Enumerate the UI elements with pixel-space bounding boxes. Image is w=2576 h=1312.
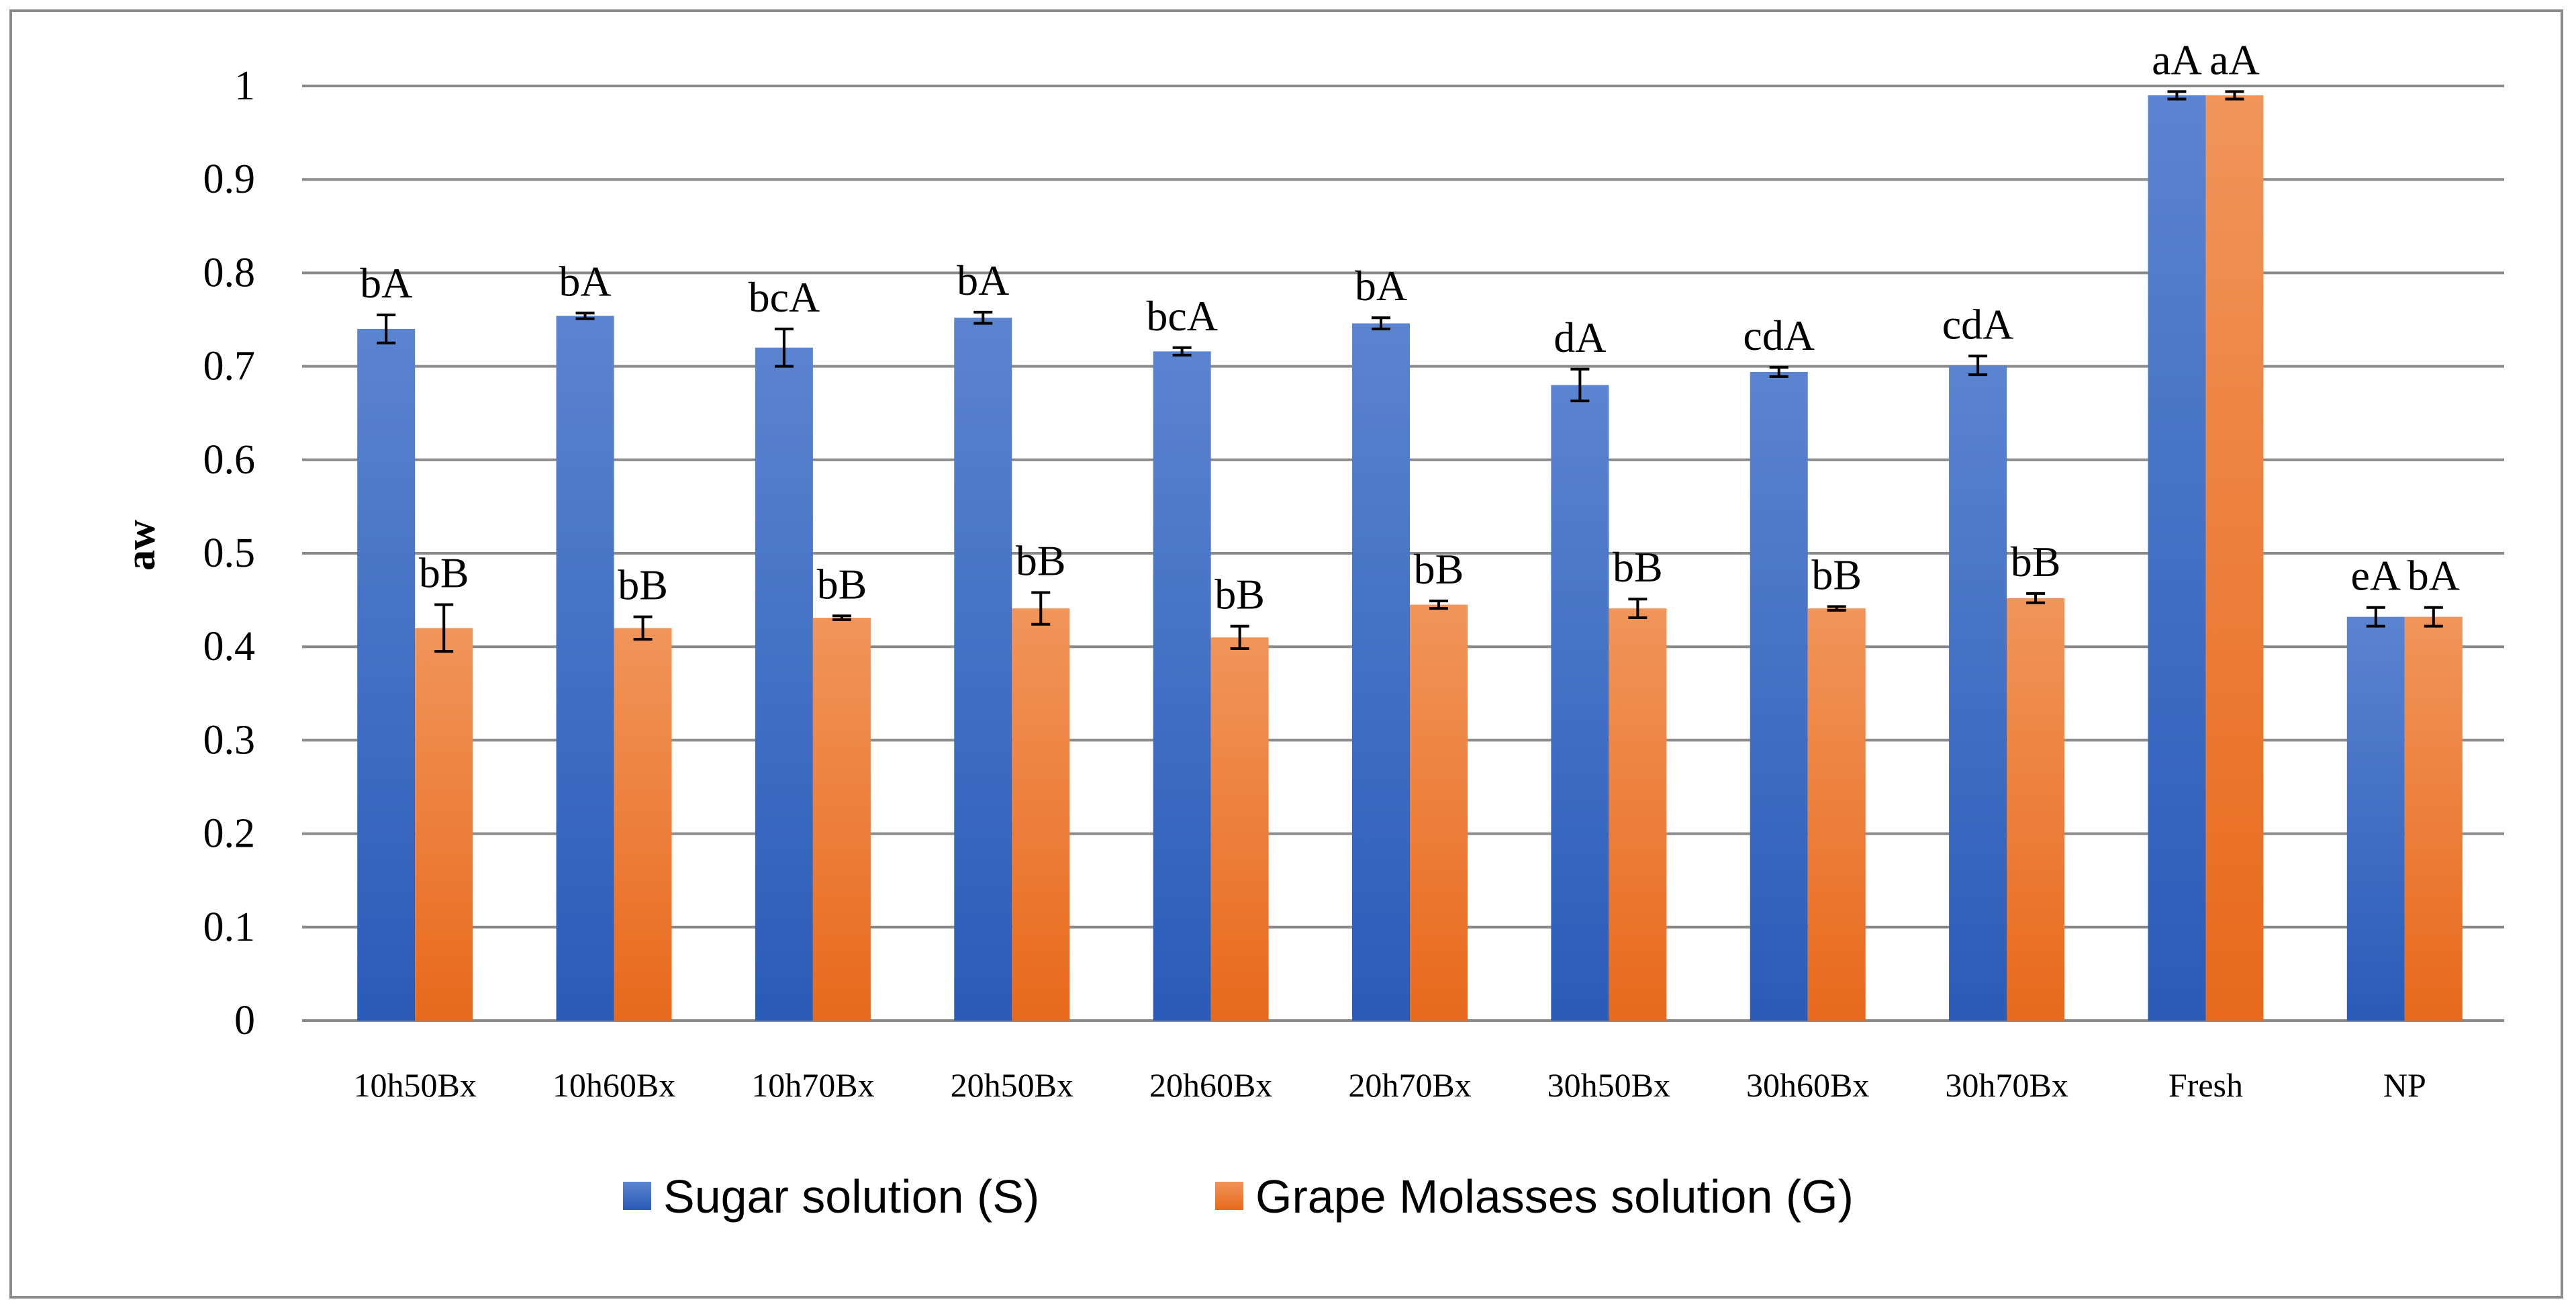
data-label: bcA [1146, 292, 1218, 340]
data-label: bA [957, 256, 1009, 304]
bar-molasses [2404, 616, 2463, 1021]
y-tick-label: 0.4 [203, 624, 256, 669]
data-label: bB [1214, 571, 1265, 618]
x-tick-label: 30h60Bx [1746, 1066, 1869, 1104]
y-tick-label: 0.9 [203, 156, 256, 202]
bar-sugar [1352, 323, 1410, 1021]
y-tick-label: 0.8 [203, 250, 256, 295]
data-labels: bA bA bcA bA bcA bA dA cdA cdA aA eA bB bB bB bB bB bB bB… [360, 36, 2460, 618]
x-tick-label: 20h50Bx [951, 1066, 1074, 1104]
bar-molasses [1609, 608, 1667, 1021]
y-tick-label: 1 [234, 63, 255, 109]
y-tick-label: 0.7 [203, 344, 256, 389]
data-label: cdA [1942, 300, 2014, 348]
x-tick-label: 10h50Bx [354, 1066, 477, 1104]
x-tick-label: 20h60Bx [1149, 1066, 1272, 1104]
data-label: bcA [749, 273, 820, 321]
data-label: aA [2152, 36, 2202, 83]
y-tick-label: 0.5 [203, 530, 256, 576]
data-label: bA [559, 257, 611, 305]
data-label: bA [2407, 552, 2460, 600]
data-label: dA [1554, 314, 1606, 361]
bars [357, 95, 2463, 1021]
data-label: bB [1811, 551, 1862, 598]
x-tick-label: 30h50Bx [1547, 1066, 1670, 1104]
data-label: bA [1355, 262, 1407, 310]
bar-molasses [2205, 95, 2264, 1021]
bar-molasses [1807, 608, 1866, 1021]
data-label: eA [2351, 552, 2401, 600]
legend-label: Grape Molasses solution (G) [1255, 1170, 1854, 1223]
x-tick-label: 10h70Bx [751, 1066, 874, 1104]
x-tick-label: NP [2383, 1066, 2426, 1104]
bar-sugar [1750, 371, 1808, 1021]
bar-molasses [1012, 608, 1070, 1021]
bar-sugar [1949, 365, 2007, 1021]
legend-swatch [1215, 1182, 1243, 1210]
bar-sugar [954, 318, 1012, 1021]
bar-sugar [357, 328, 416, 1021]
bar-sugar [2346, 616, 2405, 1021]
data-label: bB [1414, 545, 1464, 593]
x-tick-label: 20h70Bx [1348, 1066, 1471, 1104]
legend-swatch [623, 1182, 651, 1210]
data-label: bB [1613, 543, 1663, 591]
bar-sugar [2148, 95, 2206, 1021]
bar-molasses [415, 628, 473, 1021]
y-tick-label: 0.6 [203, 437, 256, 483]
bar-molasses [1210, 637, 1269, 1021]
bar-molasses [1410, 604, 1468, 1021]
data-label: cdA [1743, 312, 1815, 359]
y-axis-title: aw [118, 520, 164, 571]
bar-molasses [2007, 598, 2065, 1021]
error-bars [377, 90, 2443, 653]
x-axis-categories: 10h50Bx 10h60Bx 10h70Bx 20h50Bx 20h60Bx 20h70… [354, 1066, 2426, 1104]
x-tick-label: 10h60Bx [553, 1066, 675, 1104]
y-tick-label: 0.1 [203, 904, 256, 950]
bar-sugar [1551, 385, 1609, 1021]
x-tick-label: Fresh [2168, 1066, 2243, 1104]
bar-sugar [755, 347, 813, 1021]
bar-molasses [812, 618, 871, 1021]
data-label: bB [1016, 536, 1066, 584]
bar-sugar [556, 316, 614, 1021]
bar-molasses [614, 628, 672, 1021]
data-label: aA [2209, 36, 2260, 83]
x-tick-label: 30h70Bx [1945, 1066, 2068, 1104]
y-tick-label: 0.3 [203, 717, 256, 763]
data-label: bB [2011, 538, 2061, 585]
bar-sugar [1153, 351, 1211, 1021]
data-label: bB [419, 549, 469, 597]
y-axis-ticks: 0 0.1 0.2 0.3 0.4 0.5 0.6 0.7 0.8 0.9 1 [203, 63, 256, 1043]
data-label: bA [360, 259, 412, 307]
data-label: bB [618, 561, 668, 609]
y-tick-label: 0.2 [203, 811, 256, 857]
legend-label: Sugar solution (S) [663, 1170, 1039, 1223]
legend: Sugar solution (S) Grape Molasses solutio… [623, 1170, 1854, 1223]
data-label: bB [817, 560, 867, 608]
y-tick-label: 0 [234, 998, 255, 1043]
